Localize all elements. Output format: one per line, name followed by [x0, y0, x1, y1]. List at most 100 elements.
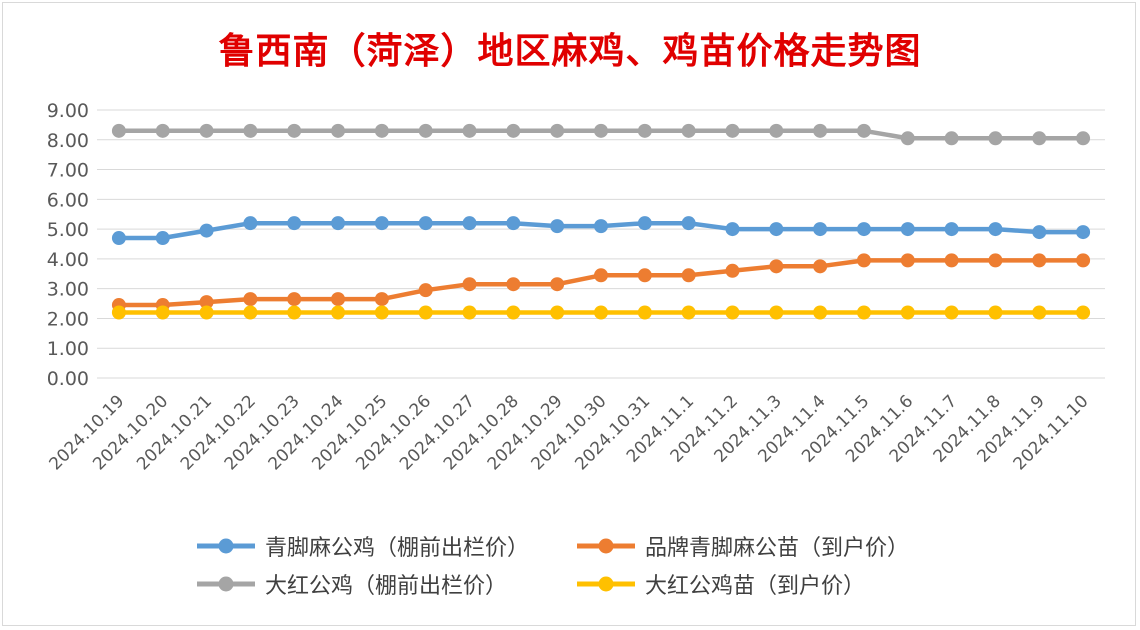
data-point[interactable]	[199, 295, 214, 310]
data-point[interactable]	[900, 253, 915, 268]
data-point[interactable]	[594, 219, 608, 234]
legend-item-series-2[interactable]: 品牌青脚麻公苗（到户价）	[575, 528, 909, 564]
data-point[interactable]	[681, 123, 696, 138]
data-point[interactable]	[374, 305, 389, 320]
data-point[interactable]	[900, 305, 915, 320]
data-point[interactable]	[374, 292, 389, 307]
data-point[interactable]	[594, 268, 608, 283]
data-point[interactable]	[287, 292, 302, 307]
y-tick-label: 5.00	[47, 219, 89, 241]
data-point[interactable]	[1032, 305, 1047, 320]
data-point[interactable]	[506, 277, 521, 292]
data-point[interactable]	[243, 305, 258, 320]
data-point[interactable]	[813, 222, 828, 237]
data-point[interactable]	[725, 123, 740, 138]
data-point[interactable]	[331, 216, 346, 231]
data-point[interactable]	[287, 216, 302, 231]
data-point[interactable]	[462, 305, 477, 320]
data-point[interactable]	[199, 305, 214, 320]
data-point[interactable]	[506, 305, 521, 320]
data-point[interactable]	[155, 305, 170, 320]
legend-item-series-4[interactable]: 大红公鸡苗（到户价）	[575, 566, 865, 602]
data-point[interactable]	[331, 123, 346, 138]
data-point[interactable]	[418, 283, 433, 298]
legend-item-series-3[interactable]: 大红公鸡（棚前出栏价）	[195, 566, 507, 602]
data-point[interactable]	[1032, 225, 1047, 240]
data-point[interactable]	[1032, 253, 1047, 268]
data-point[interactable]	[594, 123, 608, 138]
data-point[interactable]	[418, 305, 433, 320]
data-point[interactable]	[1076, 253, 1091, 268]
data-point[interactable]	[243, 123, 258, 138]
data-point[interactable]	[462, 277, 477, 292]
data-point[interactable]	[462, 216, 477, 231]
data-point[interactable]	[769, 305, 784, 320]
data-point[interactable]	[856, 222, 871, 237]
data-point[interactable]	[725, 305, 740, 320]
data-point[interactable]	[243, 216, 258, 231]
data-point[interactable]	[637, 123, 652, 138]
legend-marker-series-2	[577, 538, 635, 554]
data-point[interactable]	[111, 305, 126, 320]
data-point[interactable]	[856, 305, 871, 320]
data-point[interactable]	[331, 292, 346, 307]
data-point[interactable]	[769, 222, 784, 237]
data-point[interactable]	[1032, 131, 1047, 146]
data-point[interactable]	[813, 259, 828, 274]
data-point[interactable]	[637, 216, 652, 231]
data-point[interactable]	[944, 131, 959, 146]
data-point[interactable]	[594, 305, 608, 320]
data-point[interactable]	[462, 123, 477, 138]
data-point[interactable]	[725, 222, 740, 237]
data-point[interactable]	[331, 305, 346, 320]
data-point[interactable]	[681, 305, 696, 320]
data-point[interactable]	[550, 305, 565, 320]
data-point[interactable]	[111, 123, 126, 138]
data-point[interactable]	[550, 219, 565, 234]
data-point[interactable]	[637, 268, 652, 283]
data-point[interactable]	[374, 123, 389, 138]
legend-item-series-1[interactable]: 青脚麻公鸡（棚前出栏价）	[195, 528, 529, 564]
legend-label-series-1: 青脚麻公鸡（棚前出栏价）	[265, 536, 530, 561]
data-point[interactable]	[550, 277, 565, 292]
series-line-2	[116, 258, 1086, 308]
data-point[interactable]	[769, 123, 784, 138]
data-point[interactable]	[856, 253, 871, 268]
data-point[interactable]	[243, 292, 258, 307]
data-point[interactable]	[1076, 305, 1091, 320]
data-point[interactable]	[944, 222, 959, 237]
data-point[interactable]	[506, 216, 521, 231]
legend-marker-series-3	[197, 576, 255, 592]
data-point[interactable]	[637, 305, 652, 320]
data-point[interactable]	[988, 305, 1003, 320]
data-point[interactable]	[681, 268, 696, 283]
data-point[interactable]	[287, 123, 302, 138]
y-axis-ticks: 0.00 1.00 2.00 3.00 4.00 5.00 6.00 7.00 8.00 9.00	[47, 100, 89, 390]
data-point[interactable]	[1076, 225, 1091, 240]
data-point[interactable]	[725, 263, 740, 278]
data-point[interactable]	[944, 305, 959, 320]
data-point[interactable]	[900, 222, 915, 237]
data-point[interactable]	[418, 123, 433, 138]
data-point[interactable]	[900, 131, 915, 146]
data-point[interactable]	[813, 305, 828, 320]
data-point[interactable]	[287, 305, 302, 320]
data-point[interactable]	[506, 123, 521, 138]
data-point[interactable]	[155, 123, 170, 138]
data-point[interactable]	[418, 216, 433, 231]
data-point[interactable]	[681, 216, 696, 231]
data-point[interactable]	[944, 253, 959, 268]
data-point[interactable]	[988, 131, 1003, 146]
data-point[interactable]	[199, 123, 214, 138]
data-point[interactable]	[769, 259, 784, 274]
data-point[interactable]	[988, 253, 1003, 268]
data-point[interactable]	[199, 223, 214, 238]
data-point[interactable]	[374, 216, 389, 231]
data-point[interactable]	[111, 231, 126, 246]
data-point[interactable]	[1076, 131, 1091, 146]
data-point[interactable]	[856, 123, 871, 138]
data-point[interactable]	[155, 231, 170, 246]
data-point[interactable]	[813, 123, 828, 138]
data-point[interactable]	[550, 123, 565, 138]
data-point[interactable]	[988, 222, 1003, 237]
